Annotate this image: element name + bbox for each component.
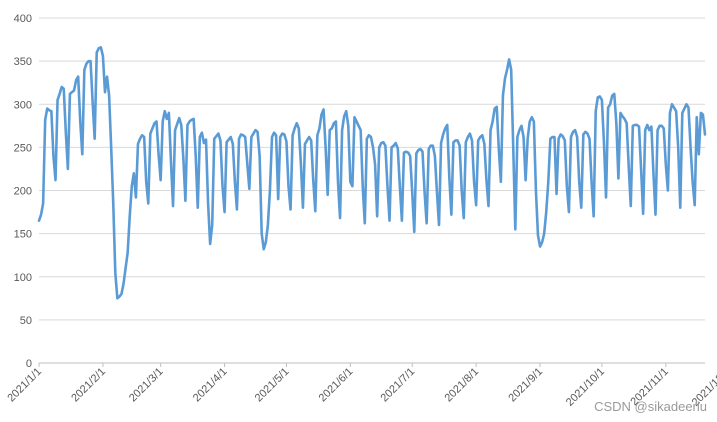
y-tick-label: 350 [14,56,32,68]
x-tick-label: 2021/1/1 [5,366,44,405]
y-tick-label: 50 [20,315,32,327]
y-tick-label: 200 [14,186,32,198]
x-tick-label: 2021/9/1 [506,366,545,405]
y-tick-label: 0 [26,358,32,370]
y-axis-ticks: 0 50 100 150 200 250 300 350 400 [14,13,32,370]
x-tick-label: 2021/4/1 [191,366,230,405]
x-tick-label: 2021/2/1 [69,366,108,405]
x-tick-label: 2021/7/1 [379,366,418,405]
y-tick-label: 150 [14,229,32,241]
x-tick-label: 2021/8/1 [442,366,481,405]
y-tick-label: 400 [14,13,32,25]
x-tick-label: 2021/6/1 [317,366,356,405]
y-tick-label: 250 [14,142,32,154]
y-tick-label: 300 [14,99,32,111]
series-group [37,46,707,300]
y-tick-label: 100 [14,272,32,284]
series-line [37,46,707,300]
x-tick-label: 2021/5/1 [253,366,292,405]
watermark-text: CSDN @sikadeerlu [594,399,707,414]
x-tick-label: 2021/3/1 [127,366,166,405]
